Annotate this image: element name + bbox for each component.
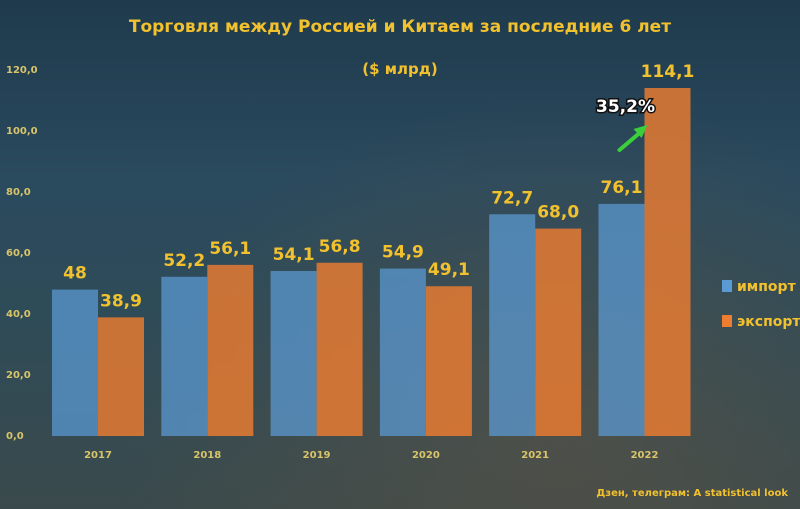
bar-import-2017 <box>52 289 98 436</box>
bar-export-2021 <box>535 228 582 436</box>
data-label-export-2019: 56,8 <box>319 237 361 257</box>
y-tick-label: 40,0 <box>6 309 31 320</box>
bar-import-2018 <box>161 276 208 436</box>
data-label-export-2017: 38,9 <box>100 291 142 311</box>
bar-export-2018 <box>207 264 254 436</box>
x-tick-label: 2020 <box>412 450 440 461</box>
y-tick-label: 20,0 <box>6 370 31 381</box>
x-tick-label: 2022 <box>631 450 659 461</box>
x-tick-label: 2017 <box>84 450 112 461</box>
legend-swatch-export <box>722 315 732 327</box>
y-tick-label: 120,0 <box>6 65 38 76</box>
bar-import-2022 <box>598 203 645 436</box>
bar-import-2021 <box>489 214 536 436</box>
growth-arrow-icon <box>617 130 642 152</box>
data-labels: 48 38,9 52,256,1 54,1 56,8 54,949,1 72,768,0 76… <box>63 62 694 311</box>
data-label-import-2017: 48 <box>63 264 87 284</box>
y-tick-label: 60,0 <box>6 248 31 259</box>
legend-swatch-import <box>722 280 732 292</box>
data-label-export-2022: 114,1 <box>641 62 695 82</box>
y-tick-label: 0,0 <box>6 431 24 442</box>
bar-group <box>52 87 691 437</box>
legend: импорт экспорт <box>722 279 800 330</box>
growth-label: 35,2% <box>596 97 655 117</box>
chart-subtitle: ($ млрд) <box>362 60 437 78</box>
bar-export-2017 <box>98 317 144 436</box>
bar-export-2022 <box>644 87 691 437</box>
data-label-export-2021: 68,0 <box>537 203 579 223</box>
legend-label-export: экспорт <box>737 314 800 330</box>
data-label-import-2018: 52,2 <box>163 251 205 271</box>
arrow-head-icon <box>633 124 648 138</box>
y-axis: 0,0 20,0 40,0 60,0 80,0 100,0 120,0 <box>6 65 38 442</box>
data-label-import-2021: 72,7 <box>491 188 533 208</box>
legend-label-import: импорт <box>737 279 797 295</box>
data-label-export-2018: 56,1 <box>209 239 251 259</box>
bar-export-2020 <box>425 286 472 436</box>
x-tick-label: 2021 <box>521 450 549 461</box>
y-tick-label: 80,0 <box>6 187 31 198</box>
growth-annotation: 35,2% <box>595 95 656 152</box>
data-label-import-2020: 54,9 <box>382 243 424 263</box>
bar-import-2019 <box>270 270 317 436</box>
credit-text: Дзен, телеграм: A statistical look <box>596 488 788 499</box>
x-axis: 2017 2018 2019 2020 2021 2022 <box>84 450 658 461</box>
chart-title: Торговля между Россией и Китаем за после… <box>129 17 671 37</box>
x-tick-label: 2018 <box>193 450 221 461</box>
data-label-import-2022: 76,1 <box>601 178 643 198</box>
bar-export-2019 <box>316 262 363 436</box>
data-label-export-2020: 49,1 <box>428 260 470 280</box>
bar-import-2020 <box>379 268 426 436</box>
y-tick-label: 100,0 <box>6 126 38 137</box>
data-label-import-2019: 54,1 <box>273 245 315 265</box>
x-tick-label: 2019 <box>303 450 331 461</box>
